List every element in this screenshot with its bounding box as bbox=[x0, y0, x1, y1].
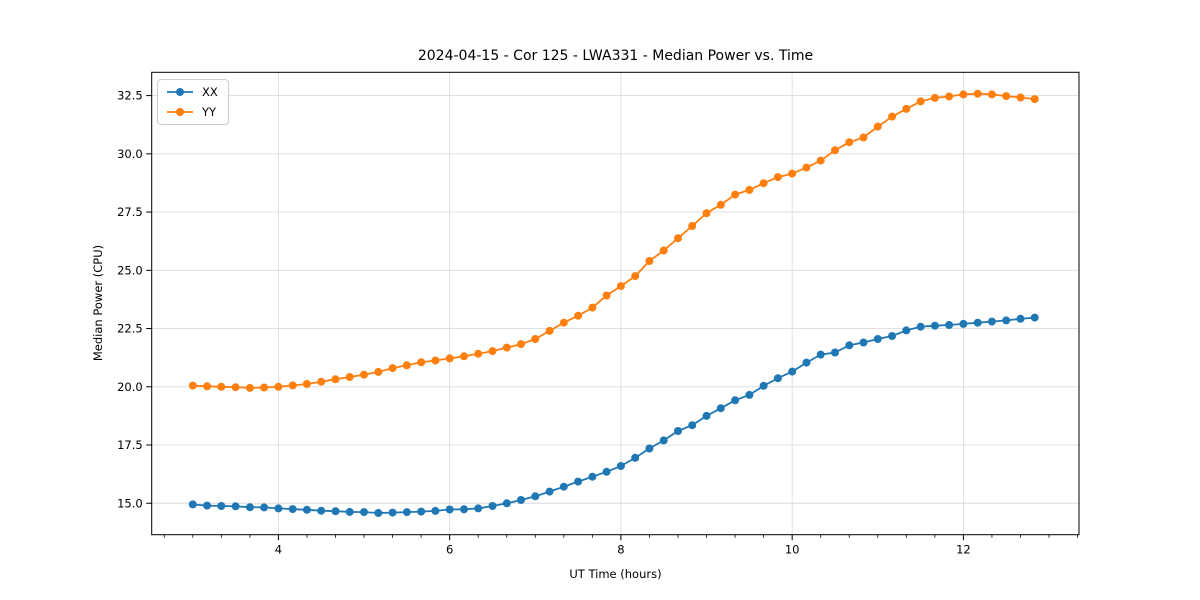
svg-text:6: 6 bbox=[446, 543, 453, 557]
legend-line-marker-xx bbox=[167, 88, 193, 96]
svg-text:20.0: 20.0 bbox=[117, 380, 143, 394]
svg-text:25.0: 25.0 bbox=[117, 263, 143, 277]
svg-text:4: 4 bbox=[275, 543, 282, 557]
x-axis-label: UT Time (hours) bbox=[569, 567, 662, 581]
legend-label-xx: XX bbox=[202, 85, 218, 99]
svg-text:12: 12 bbox=[956, 543, 971, 557]
svg-text:32.5: 32.5 bbox=[117, 89, 143, 103]
legend-line-marker-yy bbox=[167, 108, 193, 116]
svg-text:17.5: 17.5 bbox=[117, 438, 143, 452]
svg-text:10: 10 bbox=[785, 543, 800, 557]
legend-entry-xx: XX bbox=[166, 85, 218, 99]
legend-label-yy: YY bbox=[202, 105, 217, 119]
chart-title: 2024-04-15 - Cor 125 - LWA331 - Median P… bbox=[417, 48, 814, 64]
svg-text:30.0: 30.0 bbox=[117, 147, 143, 161]
legend: XX YY bbox=[157, 79, 229, 125]
legend-entry-yy: YY bbox=[166, 105, 218, 119]
svg-text:27.5: 27.5 bbox=[117, 205, 143, 219]
svg-text:15.0: 15.0 bbox=[117, 496, 143, 510]
svg-text:8: 8 bbox=[617, 543, 624, 557]
svg-text:22.5: 22.5 bbox=[117, 322, 143, 336]
